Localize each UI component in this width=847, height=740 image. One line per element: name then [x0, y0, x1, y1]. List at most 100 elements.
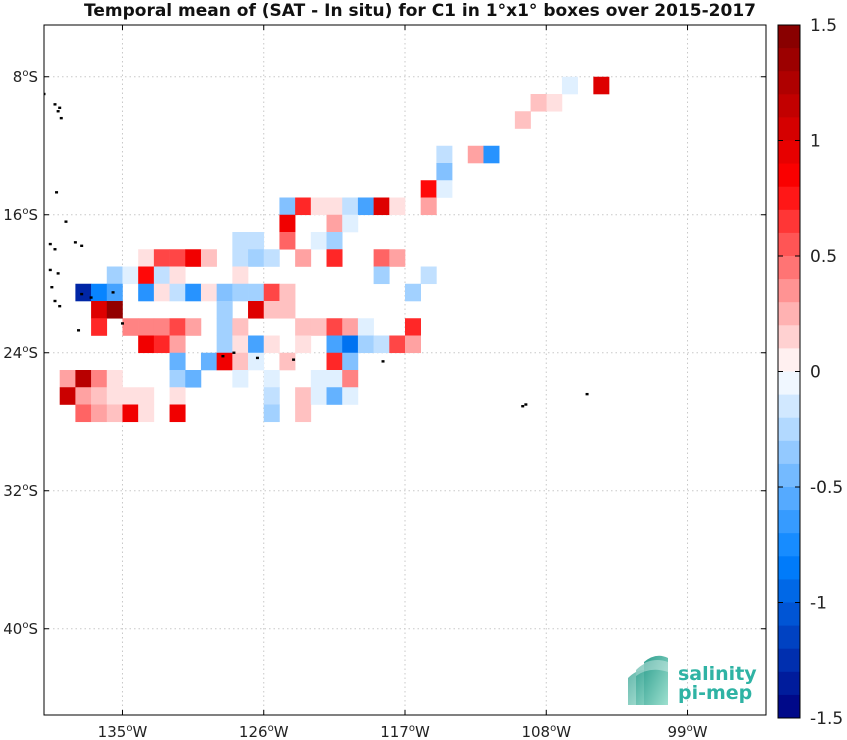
data-cell — [357, 318, 374, 336]
data-cell — [75, 283, 92, 302]
data-cell — [263, 335, 280, 354]
colorbar-swatch — [778, 579, 800, 603]
colorbar-swatch — [778, 348, 800, 372]
data-cell — [373, 335, 390, 354]
data-cell — [436, 145, 453, 164]
land-dot — [80, 292, 84, 296]
data-cell — [232, 370, 249, 388]
x-tick-label: 135oW — [98, 723, 148, 740]
land-dot — [53, 103, 57, 106]
land-dot — [73, 241, 77, 244]
colorbar-swatch — [778, 186, 800, 211]
data-cell — [310, 197, 327, 216]
data-cell — [216, 283, 233, 302]
data-cell — [91, 301, 108, 319]
data-cell — [279, 214, 296, 233]
data-cell — [122, 404, 139, 423]
data-cell — [326, 318, 343, 336]
data-cell — [326, 197, 343, 216]
data-cell — [122, 266, 139, 285]
data-cell — [216, 335, 233, 354]
data-cell — [342, 335, 359, 354]
data-cell — [295, 249, 312, 267]
land-dot — [381, 360, 385, 363]
colorbar-swatch — [778, 463, 800, 488]
data-cell — [326, 370, 343, 388]
y-tick-label: 32oS — [3, 482, 38, 500]
colorbar-swatch — [778, 48, 800, 72]
colorbar-tick-label: -0.5 — [810, 478, 843, 498]
data-cell — [310, 370, 327, 388]
data-cell — [342, 214, 359, 233]
data-cell — [389, 197, 406, 216]
data-cell — [232, 232, 249, 250]
colorbar-swatch — [778, 25, 800, 49]
land-dot — [80, 244, 84, 247]
colorbar-tick-label: 1 — [810, 132, 821, 152]
x-tick-label: 126oW — [239, 723, 289, 740]
y-tick-label: 16oS — [3, 206, 38, 224]
data-cell — [169, 266, 186, 285]
land-dot — [521, 405, 525, 408]
land-dot — [48, 242, 52, 246]
land-dot — [56, 272, 60, 275]
data-cell — [138, 266, 155, 285]
data-cell — [326, 352, 343, 371]
data-cell — [75, 370, 92, 388]
data-cell — [122, 318, 139, 336]
data-cell — [185, 318, 202, 336]
data-cell — [326, 232, 343, 250]
logo-text-line1: salinity — [678, 663, 757, 685]
data-cell — [326, 387, 343, 405]
data-cell — [75, 387, 92, 405]
data-cell — [232, 318, 249, 336]
data-cell — [138, 335, 155, 354]
data-cell — [216, 318, 233, 336]
data-cell — [295, 318, 312, 336]
data-cell — [279, 352, 296, 371]
colorbar-swatch — [778, 71, 800, 95]
data-cell — [232, 352, 249, 371]
data-cell — [279, 197, 296, 216]
colorbar-tick-label: 0 — [810, 363, 821, 383]
data-cell — [467, 145, 484, 164]
data-cell — [91, 318, 108, 336]
land-dot — [232, 351, 236, 354]
data-cell — [106, 387, 123, 405]
land-dot — [524, 403, 528, 406]
data-cell — [263, 387, 280, 405]
data-cell — [263, 404, 280, 423]
data-cell — [248, 232, 265, 250]
x-tick-label: 108oW — [521, 723, 571, 740]
data-cell — [248, 301, 265, 319]
data-cell — [200, 283, 217, 302]
data-cell — [389, 335, 406, 354]
land-dot — [77, 329, 81, 332]
data-cell — [405, 335, 421, 354]
data-cell — [342, 387, 359, 405]
land-dot — [89, 296, 93, 299]
data-cell — [169, 318, 186, 336]
colorbar: 1.5 1 0.5 0 -0.5 -1 -1.5 — [777, 16, 843, 729]
colorbar-swatch — [778, 648, 800, 673]
data-cell — [232, 335, 249, 354]
colorbar-swatch — [778, 694, 800, 719]
colorbar-swatch — [778, 533, 800, 557]
land-dot — [64, 220, 68, 223]
data-cell — [106, 283, 123, 302]
land-dot — [53, 299, 57, 303]
data-cell — [138, 404, 155, 423]
land-dot — [53, 248, 57, 251]
data-cell — [248, 283, 265, 302]
y-tick-label: 8oS — [13, 68, 38, 86]
colorbar-swatch — [778, 325, 800, 349]
data-cell — [169, 335, 186, 354]
data-cell — [232, 283, 249, 302]
data-cell — [310, 232, 327, 250]
data-cell — [169, 249, 186, 267]
data-cell — [75, 404, 92, 423]
land-dot — [120, 322, 124, 325]
colorbar-swatch — [778, 140, 800, 164]
colorbar-swatch — [778, 209, 800, 234]
data-cell — [326, 335, 343, 354]
